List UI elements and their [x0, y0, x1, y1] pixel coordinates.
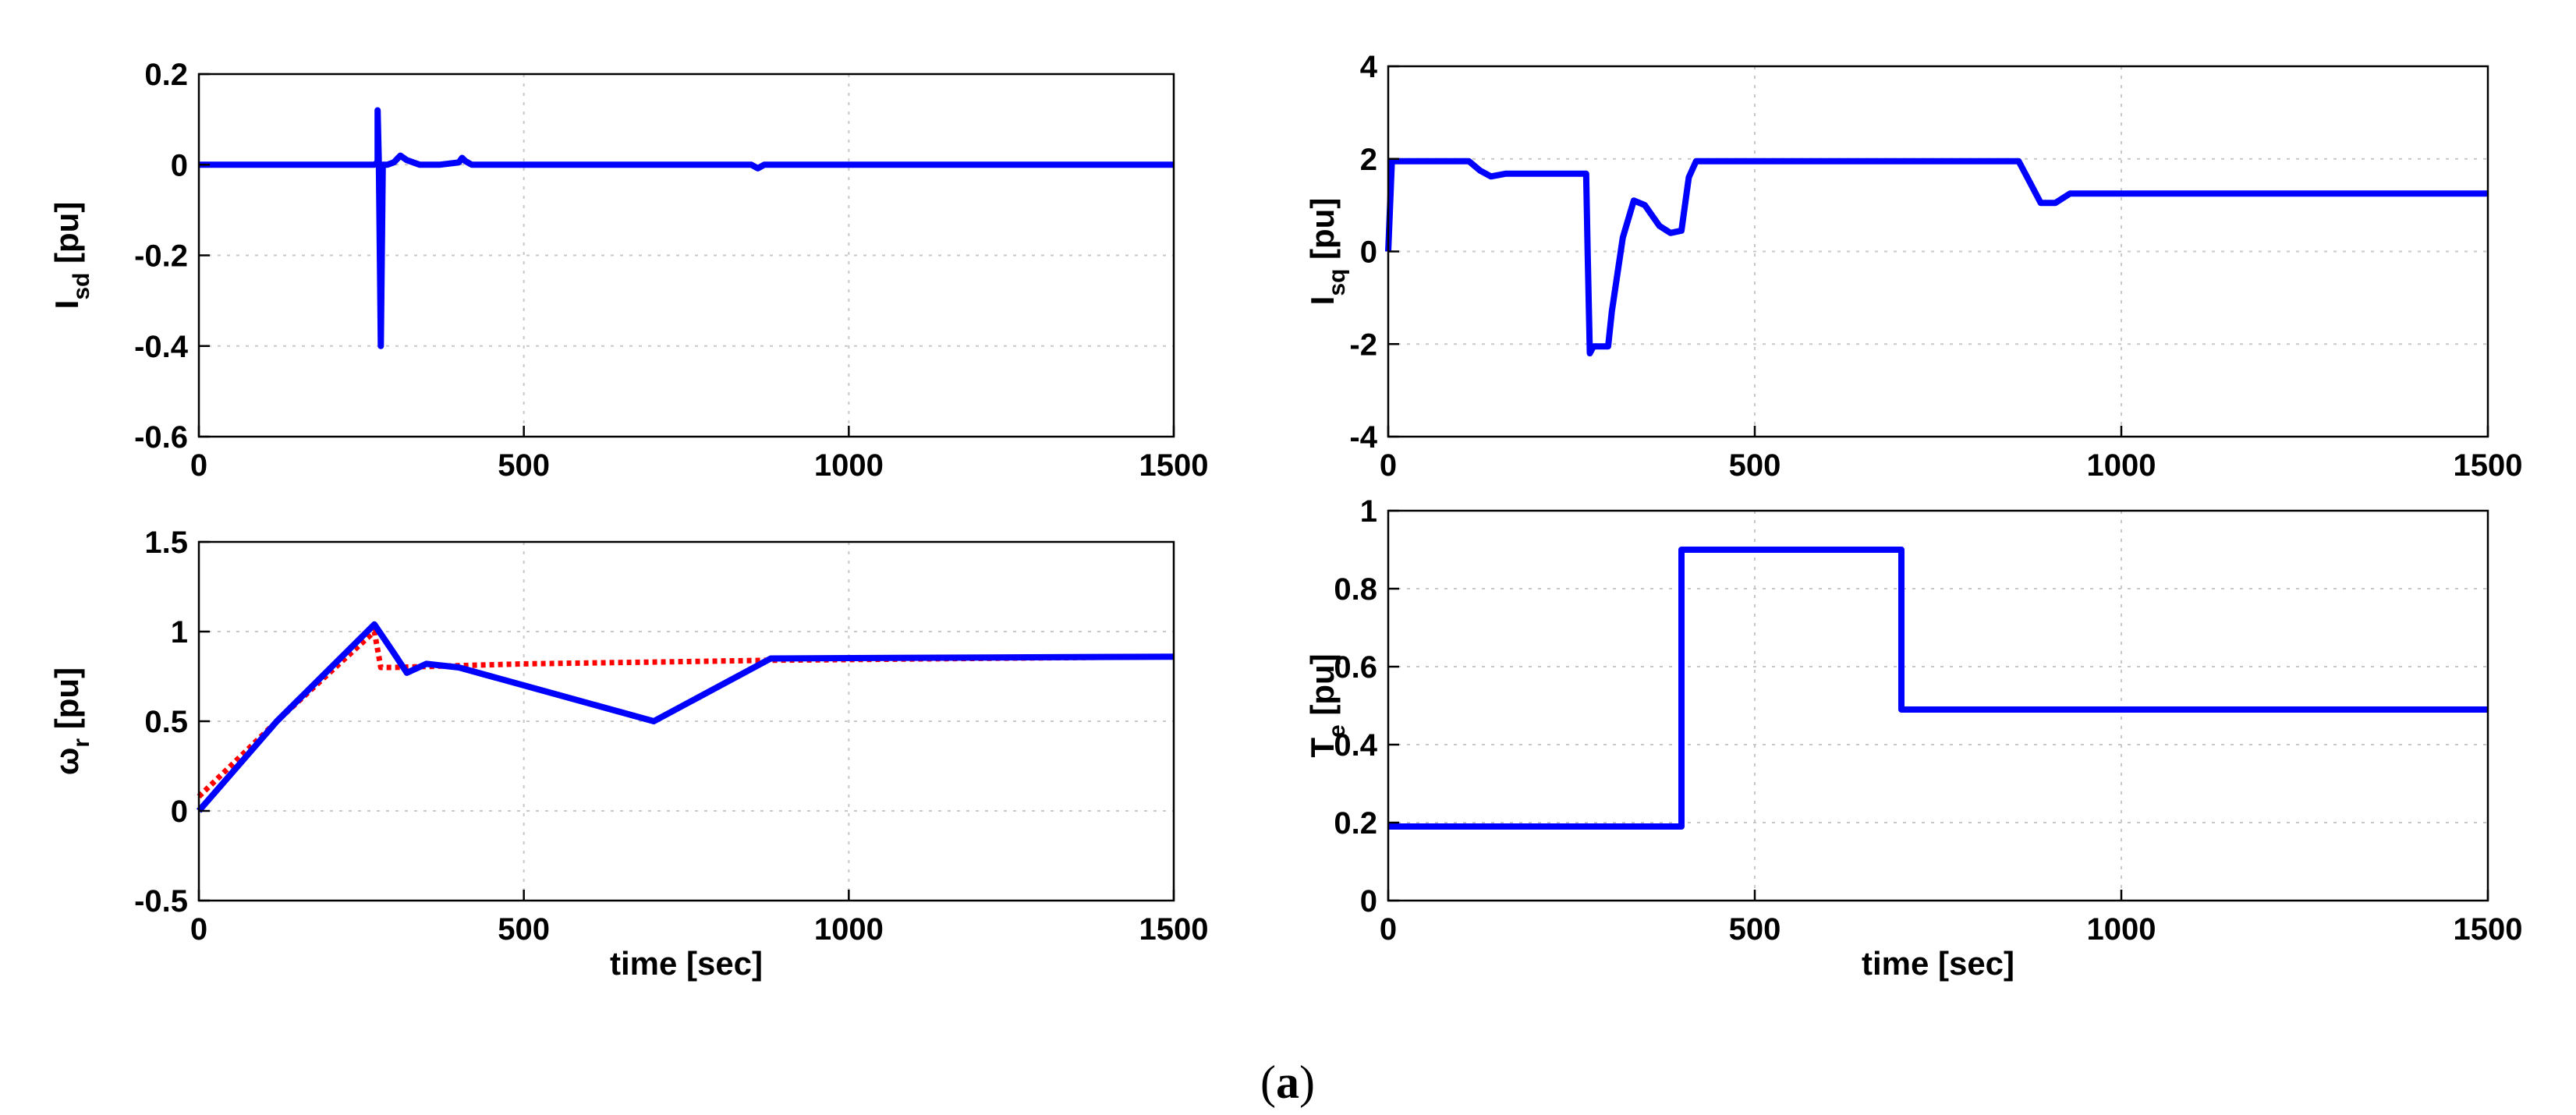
y-axis-label-subscript: r [69, 738, 94, 748]
y-axis-label-unit: [pu] [1304, 653, 1341, 724]
y-axis-label-main: I [48, 300, 85, 310]
y-axis-label-unit: [pu] [48, 667, 85, 738]
x-tick-label: 0 [1380, 912, 1397, 947]
y-axis-label-subscript: e [1324, 724, 1350, 738]
y-tick-label: 0.2 [144, 58, 188, 92]
y-tick-label: -0.6 [134, 420, 188, 455]
y-tick-label: 1 [1360, 494, 1377, 529]
subplot-bottom-right: 0 500 1000 1500 0 0.2 0.4 0.6 0.8 1 Te [pu] time [s… [1304, 494, 2522, 982]
x-tick-label: 1000 [814, 912, 884, 947]
series-line-1 [1388, 547, 2488, 830]
subplot-top-right: 0 500 1000 1500 -4 -2 0 2 4 Isq [pu] [1304, 50, 2522, 483]
y-axis-label-unit: [pu] [48, 202, 85, 273]
x-tick-label: 1000 [2087, 448, 2156, 483]
y-axis-label: ωr [pu] [48, 667, 94, 775]
y-axis-label: Isq [pu] [1304, 198, 1350, 306]
y-axis-label-main: ω [48, 748, 85, 775]
y-tick-label: 0 [171, 795, 188, 829]
caption-open: ( [1260, 1057, 1276, 1108]
caption-letter: a [1276, 1057, 1299, 1108]
x-tick-label: 500 [498, 448, 550, 483]
y-tick-label: 0.5 [144, 705, 188, 739]
x-tick-label: 1500 [2454, 448, 2523, 483]
y-tick-label: 1.5 [144, 526, 188, 560]
y-tick-label: 0.8 [1334, 572, 1377, 607]
subplot-top-left: 0 500 1000 1500 -0.6 -0.4 -0.2 0 0.2 Isd [pu] [48, 58, 1208, 483]
y-tick-label: 1 [171, 615, 188, 650]
plot-area [1388, 511, 2488, 901]
y-tick-label: 0 [1360, 884, 1377, 919]
x-tick-label: 0 [190, 448, 207, 483]
caption-close: ) [1299, 1057, 1315, 1108]
axes-frame [1387, 509, 2489, 902]
x-tick-label: 500 [1729, 448, 1781, 483]
y-tick-label: -2 [1349, 327, 1377, 362]
y-axis-label-main: I [1304, 296, 1341, 306]
figure-caption: (a) [1260, 1057, 1315, 1108]
x-tick-label: 0 [190, 912, 207, 947]
y-axis-label: Isd [pu] [48, 202, 94, 310]
series-line-1 [199, 107, 1174, 349]
series-line-1 [197, 628, 1175, 799]
y-tick-label: 0 [171, 148, 188, 182]
x-tick-label: 0 [1380, 448, 1397, 483]
y-axis-label-unit: [pu] [1304, 198, 1341, 269]
x-tick-label: 1000 [2087, 912, 2156, 947]
series-line-1 [1385, 158, 2488, 357]
y-axis-label-subscript: sd [69, 273, 94, 300]
y-tick-label: 2 [1360, 143, 1377, 177]
y-tick-label: 4 [1360, 50, 1378, 84]
subplot-bottom-left: 0 500 1000 1500-0.500.511.5ωr [pu]time [sec… [48, 526, 1208, 982]
y-axis-label-main: T [1304, 738, 1341, 758]
y-tick-label: -0.4 [134, 330, 189, 364]
y-tick-label: 0.2 [1334, 806, 1377, 841]
y-tick-label: -4 [1349, 420, 1377, 455]
x-tick-label: 1500 [1139, 448, 1209, 483]
y-tick-label: 0.4 [1334, 728, 1377, 763]
x-axis-label: time [sec] [610, 945, 763, 982]
x-axis-label: time [sec] [1862, 945, 2014, 982]
x-tick-label: 1000 [814, 448, 884, 483]
y-tick-label: -0.2 [134, 239, 188, 274]
series-line-2 [196, 621, 1175, 813]
y-tick-label: 0.6 [1334, 650, 1377, 685]
x-tick-label: 1500 [2454, 912, 2523, 947]
y-tick-label: 0 [1360, 235, 1377, 270]
x-tick-label: 500 [498, 912, 550, 947]
y-axis-label-subscript: sq [1324, 269, 1350, 296]
x-tick-label: 500 [1729, 912, 1781, 947]
plot-area [1388, 66, 2488, 437]
y-tick-label: -0.5 [134, 884, 188, 919]
y-axis-label: Te [pu] [1304, 653, 1350, 757]
x-tick-label: 1500 [1139, 912, 1209, 947]
